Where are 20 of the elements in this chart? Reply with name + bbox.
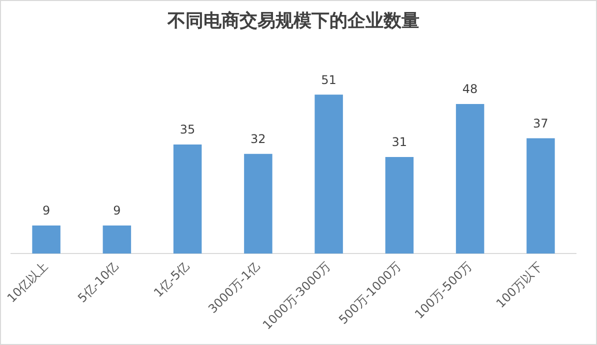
bar [456, 104, 484, 254]
bar [32, 226, 60, 254]
bar [102, 226, 132, 254]
bar [244, 154, 272, 254]
data-label: 9 [42, 204, 50, 218]
bar [526, 138, 555, 254]
x-tick-label: 10亿以上 [4, 259, 51, 306]
data-label: 51 [321, 72, 336, 87]
data-label: 31 [392, 135, 408, 150]
data-label: 37 [533, 116, 548, 130]
bar [385, 156, 414, 254]
data-label: 9 [113, 204, 121, 218]
x-tick-label: 5亿-10亿 [75, 259, 122, 306]
data-label: 32 [250, 132, 266, 146]
bar [314, 94, 343, 254]
bar [173, 144, 202, 254]
data-label: 35 [180, 122, 196, 137]
data-label: 48 [462, 82, 478, 96]
chart-title: 不同电商交易规模下的企业数量 [166, 10, 420, 30]
x-tick-label: 1亿-5亿 [151, 259, 192, 300]
